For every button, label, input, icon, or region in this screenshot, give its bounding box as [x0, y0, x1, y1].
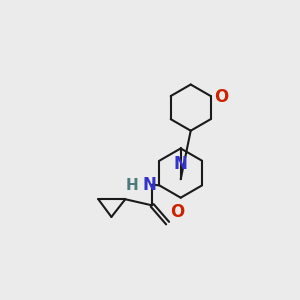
- Text: N: N: [142, 176, 156, 194]
- Text: H: H: [126, 178, 138, 193]
- Text: O: O: [214, 88, 228, 106]
- Text: O: O: [170, 203, 184, 221]
- Text: N: N: [174, 154, 188, 172]
